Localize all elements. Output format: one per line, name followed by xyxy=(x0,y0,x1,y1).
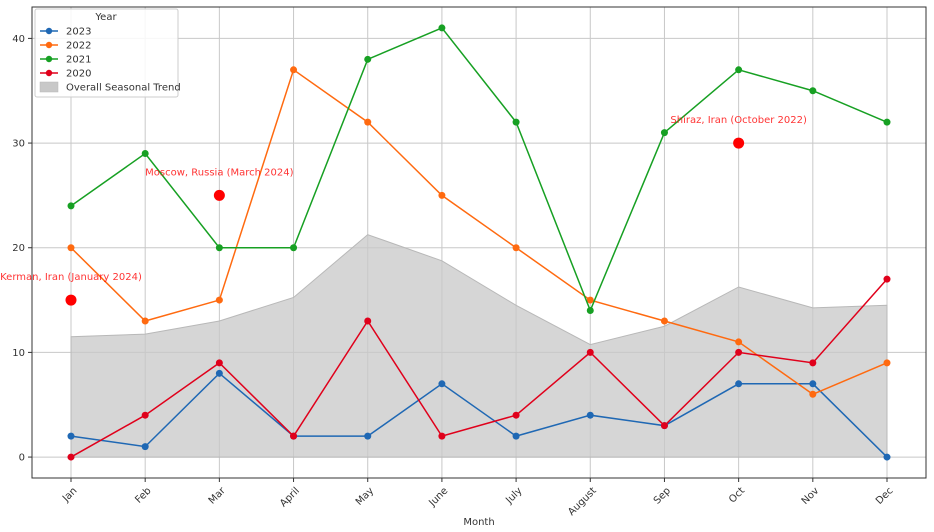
annotation-marker xyxy=(213,189,225,201)
data-point-2023 xyxy=(735,380,743,388)
data-point-2020 xyxy=(809,359,817,367)
y-tick-label: 40 xyxy=(12,34,25,45)
data-point-2022 xyxy=(67,244,75,252)
legend: Year 2023 2022 2021 2020 Overall Seasonal Tr… xyxy=(34,8,181,98)
data-point-2021 xyxy=(290,244,298,252)
series-line-2022 xyxy=(70,68,888,396)
plot-frame xyxy=(31,6,927,479)
data-point-2021 xyxy=(215,244,223,252)
legend-entries: 2023 2022 2021 2020 Overall Seasonal Trend xyxy=(39,27,181,94)
data-point-2022 xyxy=(364,118,372,126)
data-point-2021 xyxy=(512,118,520,126)
series-line-2023 xyxy=(70,372,888,458)
annotations: Kerman, Iran (January 2024) Moscow, Russi… xyxy=(0,115,807,306)
data-point-2020 xyxy=(586,348,594,356)
series-2021 xyxy=(67,24,891,315)
data-point-2020 xyxy=(512,411,520,419)
data-point-2022 xyxy=(438,191,446,199)
data-point-2020 xyxy=(883,275,891,283)
legend-label-area: Overall Seasonal Trend xyxy=(66,83,181,94)
data-point-2021 xyxy=(660,129,668,137)
annotation-label: Kerman, Iran (January 2024) xyxy=(0,272,142,283)
data-point-2023 xyxy=(883,453,891,461)
legend-marker-2022 xyxy=(45,41,53,49)
legend-marker-2020 xyxy=(45,69,53,77)
series-lines xyxy=(67,24,891,461)
data-point-2021 xyxy=(67,202,75,210)
legend-marker-2021 xyxy=(45,55,53,63)
series-2022 xyxy=(67,66,891,398)
y-tick-label: 20 xyxy=(12,243,25,254)
data-point-2020 xyxy=(438,432,446,440)
data-point-2022 xyxy=(290,66,298,74)
data-point-2020 xyxy=(660,422,668,430)
x-axis-label: Month xyxy=(463,517,494,528)
legend-marker-2023 xyxy=(45,27,53,35)
data-point-2022 xyxy=(883,359,891,367)
legend-label-2020: 2020 xyxy=(66,69,91,80)
data-point-2023 xyxy=(67,432,75,440)
data-point-2020 xyxy=(735,348,743,356)
legend-box xyxy=(34,8,179,98)
data-point-2021 xyxy=(438,24,446,32)
data-point-2023 xyxy=(215,369,223,377)
data-point-2021 xyxy=(735,66,743,74)
annotation-label: Moscow, Russia (March 2024) xyxy=(145,167,293,178)
annotation-label: Shiraz, Iran (October 2022) xyxy=(670,115,807,126)
annotation-marker xyxy=(733,137,745,149)
data-point-2022 xyxy=(141,317,149,325)
data-point-2021 xyxy=(883,118,891,126)
data-point-2020 xyxy=(67,453,75,461)
y-tick-label: 10 xyxy=(12,348,25,359)
legend-label-2022: 2022 xyxy=(66,41,91,52)
y-tick-label: 30 xyxy=(12,139,25,150)
series-line-2020 xyxy=(70,278,888,458)
data-point-2021 xyxy=(586,307,594,315)
data-point-2023 xyxy=(141,443,149,451)
data-point-2021 xyxy=(809,87,817,95)
data-point-2020 xyxy=(290,432,298,440)
data-point-2020 xyxy=(364,317,372,325)
data-point-2022 xyxy=(809,390,817,398)
legend-swatch-area xyxy=(39,81,59,93)
annotation-marker xyxy=(65,294,77,306)
data-point-2021 xyxy=(364,55,372,63)
legend-label-2023: 2023 xyxy=(66,27,91,38)
data-point-2022 xyxy=(660,317,668,325)
data-point-2020 xyxy=(141,411,149,419)
data-point-2023 xyxy=(809,380,817,388)
data-point-2022 xyxy=(735,338,743,346)
legend-label-2021: 2021 xyxy=(66,55,91,66)
data-point-2022 xyxy=(586,296,594,304)
data-point-2021 xyxy=(141,150,149,158)
data-point-2020 xyxy=(215,359,223,367)
data-point-2023 xyxy=(586,411,594,419)
data-point-2022 xyxy=(215,296,223,304)
series-2020 xyxy=(67,275,891,461)
data-point-2023 xyxy=(438,380,446,388)
data-point-2023 xyxy=(512,432,520,440)
series-line-2021 xyxy=(70,27,888,313)
legend-title: Year xyxy=(94,12,117,23)
data-point-2023 xyxy=(364,432,372,440)
data-point-2022 xyxy=(512,244,520,252)
y-tick-label: 0 xyxy=(19,453,25,464)
